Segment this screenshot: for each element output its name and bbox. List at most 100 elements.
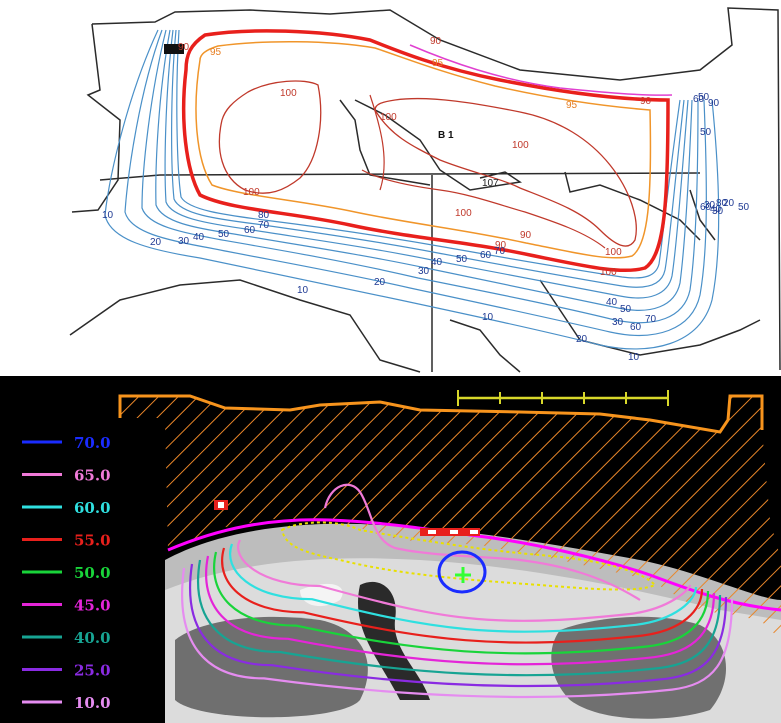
- inner-structure-a: [339, 99, 431, 186]
- skin-markers: [214, 500, 480, 536]
- contour-label: 20: [576, 334, 588, 345]
- contour-label: 100: [280, 88, 297, 99]
- legend-value: 65.0: [74, 467, 111, 485]
- isodose-contour-20: [124, 29, 707, 336]
- contour-label: 40: [710, 204, 722, 215]
- contour-label: 50: [738, 202, 750, 213]
- legend-value: 50.0: [74, 564, 111, 582]
- contour-label: 95: [432, 58, 444, 69]
- contour-label: 10: [482, 312, 494, 323]
- contour-label: 90: [430, 36, 442, 47]
- contour-label: 80: [258, 210, 270, 221]
- contour-label: 20: [374, 277, 386, 288]
- contour-label: 90: [495, 240, 507, 251]
- contour-label: 50: [620, 304, 632, 315]
- bottom-ct-panel: 70.0 65.0 60.0 55.0 50.0 45.0 40.0 25.0 10.0: [0, 376, 781, 723]
- isodose-contour-70: [176, 29, 681, 279]
- contour-label: 50: [456, 254, 468, 265]
- isodose-line-25.0: [189, 563, 728, 688]
- beam-axis-horizontal: [159, 172, 701, 176]
- isodose-contour-100-left: [218, 80, 322, 194]
- contour-label: 50: [218, 229, 230, 240]
- contour-label: 50: [698, 92, 710, 103]
- contour-label: 90: [708, 98, 720, 109]
- contour-label: 40: [431, 257, 443, 268]
- legend-value: 25.0: [74, 662, 111, 680]
- inner-structure-d: [689, 189, 716, 241]
- top-isodose-panel: 90 95 90 95 100 100 100 95 90 100 107 100 100 90 100 90…: [0, 0, 781, 376]
- isodose-lines: [181, 483, 734, 699]
- contour-label: 20: [150, 237, 162, 248]
- contour-label: 30: [418, 266, 430, 277]
- top-panel-background: [0, 0, 781, 376]
- isodose-contour-60: [171, 29, 685, 288]
- contour-label: 30: [704, 200, 716, 211]
- ptv-contour: [280, 521, 657, 591]
- isodose-line-65-lobe: [323, 483, 641, 601]
- low-isodose-contours: [104, 29, 720, 350]
- isodose-contour-50: [164, 29, 689, 299]
- scale-bar: [457, 390, 669, 406]
- contour-label: 30: [178, 236, 190, 247]
- contour-labels: 90 95 90 95 100 100 100 95 90 100 107 100 100 90 100 90…: [102, 36, 750, 363]
- contour-label: 10: [297, 285, 309, 296]
- legend-value: 45.0: [74, 597, 111, 615]
- ct-dark-cavity-right: [551, 616, 727, 719]
- contour-label: 60: [693, 94, 705, 105]
- contour-label: 100: [512, 140, 529, 151]
- isocenter-marker: [455, 567, 471, 583]
- contour-label: 60: [244, 225, 256, 236]
- contour-label: 60: [480, 250, 492, 261]
- isodose-contour-40: [155, 29, 693, 311]
- contour-label: 70: [645, 314, 657, 325]
- surface-isodose-90: [409, 44, 673, 96]
- isodose-contour-30: [141, 29, 699, 324]
- lower-mid-structure: [449, 319, 521, 373]
- contour-label: 90: [640, 96, 652, 107]
- left-body-edge: [71, 23, 121, 213]
- contour-label: 70: [258, 220, 270, 231]
- body-outline-hatched: [120, 396, 781, 640]
- isodose-70-hotspot: [437, 550, 487, 594]
- contour-label: 60: [630, 322, 642, 333]
- legend-value: 55.0: [74, 532, 111, 550]
- contour-label: 100: [243, 187, 260, 198]
- isodose-line-10.0: [181, 567, 734, 699]
- beam-label: B 1: [438, 130, 454, 141]
- contour-label: 90: [520, 230, 532, 241]
- contour-label: 20: [723, 198, 735, 209]
- legend-value: 60.0: [74, 499, 111, 517]
- contour-label: 100: [380, 112, 397, 123]
- contour-label: 95: [566, 100, 578, 111]
- contour-label: 40: [606, 297, 618, 308]
- contour-label: 10: [102, 210, 114, 221]
- contour-label: 30: [712, 206, 724, 217]
- skin-marker-b: [450, 530, 458, 534]
- contour-label: 10: [628, 352, 640, 363]
- ct-dark-cavity-left: [175, 616, 368, 718]
- contour-label: 95: [210, 47, 222, 58]
- skin-marker-c: [470, 530, 478, 534]
- isodose-contour-107: [361, 169, 606, 249]
- left-skin-line: [99, 174, 161, 181]
- body-surface-outline: [91, 7, 781, 371]
- contour-label: 50: [700, 127, 712, 138]
- contour-label: 100: [605, 247, 622, 258]
- legend-value: 10.0: [74, 694, 111, 712]
- isodose-line-40.0: [197, 559, 722, 677]
- isodose-contour-10: [104, 29, 720, 350]
- skin-marker-a: [428, 530, 436, 534]
- contour-label: 40: [193, 232, 205, 243]
- dose-legend: 70.0 65.0 60.0 55.0 50.0 45.0 40.0 25.0 10.0: [22, 434, 111, 712]
- isodose-line-65.0: [237, 539, 692, 622]
- contour-label: 70: [494, 246, 506, 257]
- contour-label: 90: [178, 42, 190, 53]
- contour-label: 80: [716, 198, 728, 209]
- contour-label: 107: [482, 178, 499, 189]
- lower-right-structure: [539, 279, 761, 356]
- anatomy-outlines: [69, 7, 781, 373]
- isodose-contour-90: [181, 29, 670, 273]
- body-outline: [118, 394, 764, 434]
